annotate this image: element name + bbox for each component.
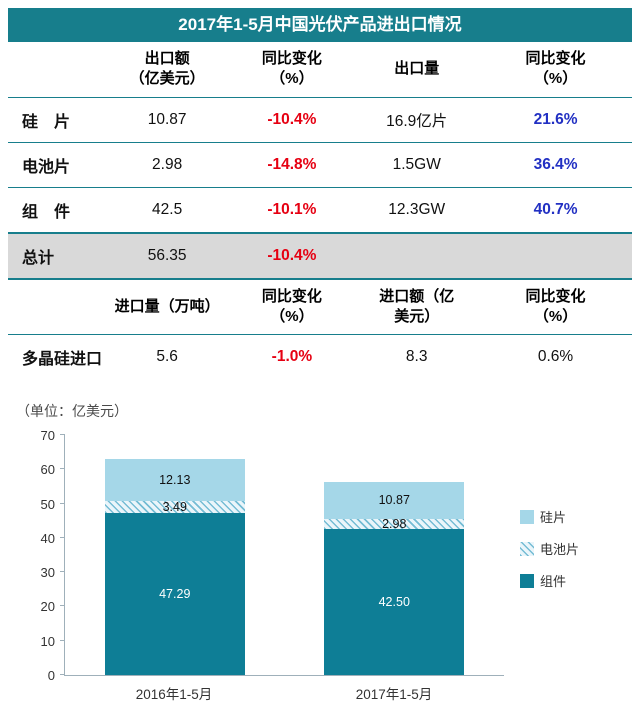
x-axis-category-label: 2017年1-5月 — [355, 687, 433, 702]
legend-swatch — [520, 573, 534, 588]
export-value-cell: 10.87 — [147, 110, 187, 128]
y-axis-tick-label: 60 — [40, 462, 55, 478]
y-axis-tickmark — [60, 571, 65, 573]
import-volume-cell: 5.6 — [156, 348, 178, 365]
bar-segment-硅片: 10.87 — [324, 481, 465, 520]
row-label: 组 件 — [22, 203, 71, 221]
legend-label: 组件 — [540, 574, 567, 589]
header-cell-blank — [8, 279, 105, 335]
export-value-cell: 2.98 — [152, 155, 183, 173]
y-axis-tick-label: 20 — [40, 599, 55, 615]
chart-plot-area: 0 10 20 30 40 50 60 70 12.13 3.49 47.29 10.87 2.98 42… — [41, 428, 504, 683]
y-axis-tickmark — [60, 674, 65, 675]
bar-segment-电池片: 2.98 — [324, 517, 465, 532]
volume-cell: 16.9亿片 — [386, 112, 448, 130]
header-cell-export-yoy: 同比变化 （%） — [261, 50, 322, 88]
row-label: 多晶硅进口 — [22, 351, 103, 368]
volume-yoy-cell — [479, 233, 632, 279]
row-silicon-wafer: 硅 片 10.87 -10.4% 16.9亿片 21.6% — [8, 97, 632, 142]
y-axis-tickmark — [60, 502, 65, 504]
y-axis-tick-label: 30 — [40, 565, 55, 581]
bar-value-label: 2.98 — [382, 517, 407, 532]
bar-segment-硅片: 12.13 — [104, 459, 245, 501]
export-header-row: 出口额 （亿美元） 同比变化 （%） 出口量 同比变化 （%） — [8, 42, 632, 97]
export-value-cell: 42.5 — [152, 200, 183, 218]
y-axis-tick-label: 70 — [40, 428, 55, 443]
import-header-row: 进口量（万吨） 同比变化 （%） 进口额（亿 美元） 同比变化 （%） — [8, 279, 632, 335]
bar-segment-组件: 47.29 — [104, 512, 245, 675]
volume-cell: 12.3GW — [388, 200, 446, 218]
legend-label: 电池片 — [540, 542, 580, 557]
row-label: 总计 — [22, 249, 55, 267]
header-cell-import-yoy: 同比变化 （%） — [261, 287, 322, 325]
row-total: 总计 56.35 -10.4% — [8, 232, 632, 279]
volume-cell: 1.5GW — [392, 155, 441, 173]
chart-unit-note: （单位：亿美元） — [16, 403, 128, 419]
legend-swatch — [520, 541, 534, 556]
legend-item: 电池片 — [520, 539, 579, 558]
row-solar-cell: 电池片 2.98 -14.8% 1.5GW 36.4% — [8, 142, 632, 187]
stacked-bar: 12.13 3.49 47.29 — [104, 459, 245, 675]
volume-cell — [354, 233, 479, 279]
bar-segment-组件: 42.50 — [324, 529, 465, 675]
bar-value-label: 47.29 — [159, 586, 191, 601]
y-axis-tick-label: 40 — [40, 530, 55, 546]
y-axis-tickmark — [60, 434, 65, 435]
header-cell-import-volume: 进口量（万吨） — [114, 297, 220, 315]
volume-yoy-cell: 40.7% — [533, 200, 578, 218]
y-axis-tickmark — [60, 468, 65, 470]
yoy-cell: -10.4% — [267, 110, 317, 128]
bar-segment-电池片: 3.49 — [104, 499, 245, 514]
y-axis-tick-label: 10 — [40, 633, 55, 649]
legend-item: 硅片 — [520, 507, 579, 526]
row-polysilicon-import: 多晶硅进口 5.6 -1.0% 8.3 0.6% — [8, 335, 632, 380]
header-cell-import-value-yoy: 同比变化 （%） — [525, 287, 586, 325]
stacked-bar-chart: 0 10 20 30 40 50 60 70 12.13 3.49 47.29 10.87 2.98 42… — [41, 428, 579, 703]
row-module: 组 件 42.5 -10.1% 12.3GW 40.7% — [8, 187, 632, 233]
yoy-cell: -10.4% — [267, 246, 317, 264]
chart-legend: 硅片 电池片 组件 — [520, 507, 579, 590]
y-axis-tick-label: 50 — [40, 496, 55, 512]
value-yoy-cell: 0.6% — [537, 348, 574, 365]
row-label: 电池片 — [22, 158, 71, 176]
page-title: 2017年1-5月中国光伏产品进出口情况 — [8, 8, 632, 42]
bar-value-label: 10.87 — [378, 493, 410, 508]
import-value-cell: 8.3 — [405, 348, 428, 365]
yoy-cell: -10.1% — [267, 200, 317, 218]
y-axis-tickmark — [60, 605, 65, 607]
bar-value-label: 42.50 — [378, 595, 410, 610]
yoy-cell: -1.0% — [271, 348, 313, 365]
header-cell-export-value: 出口额 （亿美元） — [129, 50, 205, 88]
volume-yoy-cell: 36.4% — [533, 155, 578, 173]
legend-item: 组件 — [520, 571, 579, 590]
y-axis-tickmark — [60, 639, 65, 641]
header-cell-import-value: 进口额（亿 美元） — [379, 287, 455, 325]
bar-value-label: 12.13 — [159, 473, 191, 488]
yoy-cell: -14.8% — [267, 155, 317, 173]
stacked-bar: 10.87 2.98 42.50 — [324, 481, 465, 675]
header-cell-export-volume: 出口量 — [394, 60, 440, 78]
row-label: 硅 片 — [22, 113, 71, 131]
legend-swatch — [520, 509, 534, 524]
header-cell-blank — [8, 42, 105, 97]
bar-value-label: 3.49 — [162, 499, 187, 514]
pv-trade-table: 出口额 （亿美元） 同比变化 （%） 出口量 同比变化 （%） 硅 片 10.8… — [8, 42, 632, 379]
x-axis-labels: 2016年1-5月 2017年1-5月 — [64, 683, 504, 703]
export-value-cell: 56.35 — [147, 246, 187, 264]
volume-yoy-cell: 21.6% — [533, 110, 578, 128]
y-axis-tickmark — [60, 536, 65, 538]
header-cell-volume-yoy: 同比变化 （%） — [525, 50, 586, 88]
legend-label: 硅片 — [540, 510, 567, 525]
y-axis-tick-label: 0 — [47, 668, 55, 683]
x-axis-category-label: 2016年1-5月 — [135, 687, 213, 702]
